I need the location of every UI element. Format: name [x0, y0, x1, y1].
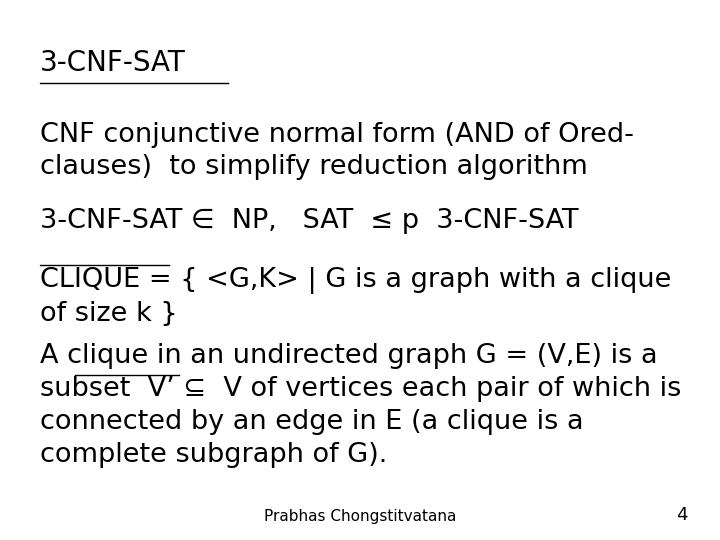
Text: CLIQUE = { <G,K> | G is a graph with a clique
of size k }: CLIQUE = { <G,K> | G is a graph with a c… — [40, 267, 671, 327]
Text: 3-CNF-SAT ∈  NP,   SAT  ≤ p  3-CNF-SAT: 3-CNF-SAT ∈ NP, SAT ≤ p 3-CNF-SAT — [40, 208, 578, 234]
Text: Prabhas Chongstitvatana: Prabhas Chongstitvatana — [264, 509, 456, 524]
Text: 4: 4 — [676, 506, 688, 524]
Text: A clique in an undirected graph G = (V,E) is a
subset  V’ ⊆  V of vertices each : A clique in an undirected graph G = (V,E… — [40, 343, 681, 468]
Text: CLIQUE: CLIQUE — [40, 267, 140, 293]
Text: A: A — [40, 343, 67, 369]
Text: A clique: A clique — [40, 343, 148, 369]
Text: CNF conjunctive normal form (AND of Ored-
clauses)  to simplify reduction algori: CNF conjunctive normal form (AND of Ored… — [40, 122, 634, 180]
Text: 3-CNF-SAT: 3-CNF-SAT — [40, 49, 185, 77]
